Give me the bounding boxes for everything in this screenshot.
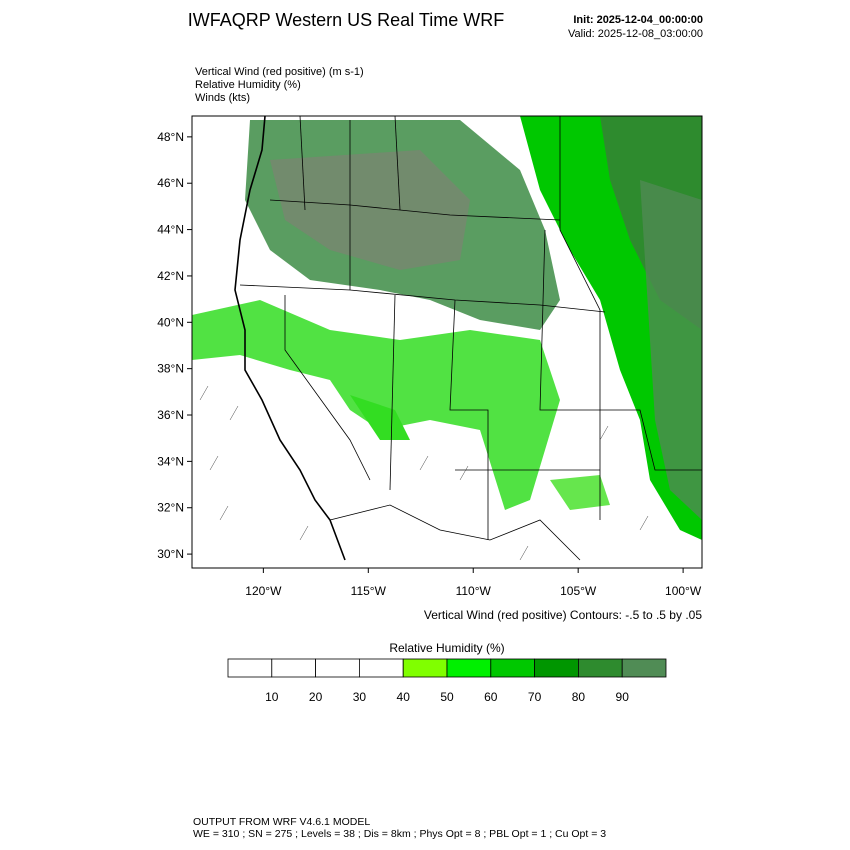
colorbar-label: 90 [616,690,630,704]
field-label: Vertical Wind (red positive) (m s-1) [195,66,364,78]
y-tick-label: 34°N [157,454,184,468]
footer: WE = 310 ; SN = 275 ; Levels = 38 ; Dis … [193,828,606,840]
y-tick-label: 48°N [157,130,184,144]
colorbar-box [446,658,492,678]
humidity-area [640,180,702,520]
init-time: Init: 2025-12-04_00:00:00 [573,14,703,26]
colorbar-label: 30 [353,690,367,704]
colorbar-label: 40 [397,690,411,704]
colorbar-box [315,658,360,678]
colorbar-box [271,658,316,678]
boundaries [234,116,702,561]
title: IWFAQRP Western US Real Time WRF [188,10,504,30]
x-tick-label: 105°W [560,584,597,598]
y-tick-label: 30°N [157,547,184,561]
colorbar-label: 60 [484,690,498,704]
colorbar-title: Relative Humidity (%) [389,641,504,655]
y-tick-label: 36°N [157,408,184,422]
x-tick-label: 100°W [665,584,702,598]
contour-note: Vertical Wind (red positive) Contours: -… [424,608,702,622]
colorbar-box [621,658,667,678]
colorbar-label: 70 [528,690,542,704]
x-tick-label: 120°W [245,584,282,598]
field-label: Relative Humidity (%) [195,79,301,91]
field-label: Winds (kts) [195,92,250,104]
colorbar-box [534,658,579,678]
colorbar-box [358,658,404,678]
humidity-area [350,395,410,440]
wind-barbs [199,385,649,561]
valid-time: Valid: 2025-12-08_03:00:00 [568,28,703,40]
x-tick-label: 115°W [351,584,387,598]
colorbar-label: 80 [572,690,586,704]
colorbar-label: 50 [440,690,454,704]
y-tick-label: 38°N [157,362,184,376]
y-tick-label: 46°N [157,176,184,190]
colorbar-box [490,658,535,678]
y-tick-label: 40°N [157,315,184,329]
map-frame [191,115,703,569]
y-tick-label: 32°N [157,501,184,515]
map: 30°N 32°N 34°N 36°N 38°N 40°N 42°N 44°N 46°N 48°N… [157,115,703,598]
colorbar-label: 20 [309,690,323,704]
x-tick-label: 110°W [456,584,492,598]
humidity-area [550,475,610,510]
y-tick-label: 42°N [157,269,184,283]
colorbar-label: 10 [265,690,279,704]
colorbar-box [402,658,448,678]
colorbar-box [227,658,273,678]
footer: OUTPUT FROM WRF V4.6.1 MODEL [193,816,370,828]
colorbar-box [578,658,623,678]
colorbar: 10 20 30 40 50 60 70 80 90 [227,658,667,704]
y-tick-label: 44°N [157,223,184,237]
vertical-wind-area [270,150,470,270]
